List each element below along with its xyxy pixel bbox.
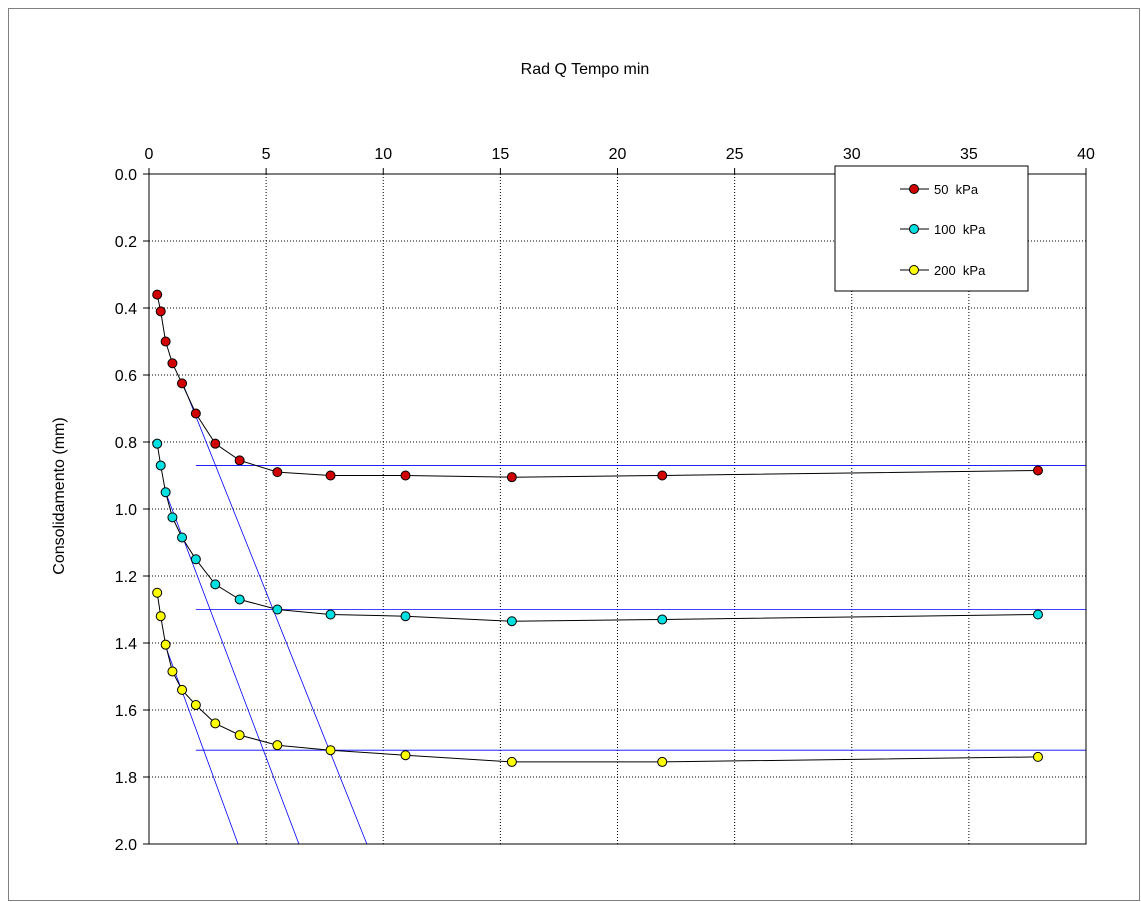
- y-tick-label: 1.2: [115, 569, 137, 586]
- data-point: [234, 594, 245, 605]
- series-line: [156, 443, 1039, 622]
- legend-label: 200 kPa: [934, 263, 986, 278]
- data-point: [152, 289, 163, 300]
- y-tick-label: 0.8: [115, 435, 137, 452]
- y-axis-ticks: 0.0 0.2 0.4 0.6 0.8 1.0 1.2 1.4 1.6 1.8 2.0: [115, 167, 149, 854]
- y-tick-label: 0.0: [115, 167, 137, 184]
- x-tick-label: 15: [491, 146, 509, 163]
- data-point: [167, 358, 178, 369]
- chart-title: Rad Q Tempo min: [521, 61, 650, 78]
- y-axis-label: Consolidamento (mm): [51, 417, 68, 574]
- data-point: [155, 306, 166, 317]
- y-tick-label: 1.0: [115, 502, 137, 519]
- construction-line: [165, 646, 239, 845]
- x-tick-label: 40: [1077, 146, 1095, 163]
- x-tick-label: 30: [843, 146, 861, 163]
- data-point: [1032, 751, 1043, 762]
- legend-marker: [909, 265, 919, 275]
- data-point: [657, 470, 668, 481]
- series-line: [156, 294, 1039, 478]
- series-line: [156, 592, 1039, 763]
- legend-label: 50 kPa: [934, 182, 979, 197]
- data-point: [506, 616, 517, 627]
- data-point: [167, 666, 178, 677]
- data-point: [657, 756, 668, 767]
- y-tick-label: 1.8: [115, 770, 137, 787]
- data-point: [160, 487, 171, 498]
- data-point: [210, 718, 221, 729]
- data-point: [272, 740, 283, 751]
- x-tick-label: 35: [960, 146, 978, 163]
- construction-lines: [165, 381, 1086, 845]
- data-point: [234, 730, 245, 741]
- data-point: [272, 467, 283, 478]
- legend-box: [834, 165, 1029, 292]
- x-tick-label: 0: [145, 146, 154, 163]
- y-tick-label: 0.4: [115, 301, 137, 318]
- data-point: [152, 438, 163, 449]
- legend-marker: [909, 224, 919, 234]
- construction-line: [165, 492, 300, 845]
- y-tick-label: 1.4: [115, 636, 137, 653]
- x-tick-label: 10: [374, 146, 392, 163]
- y-tick-label: 2.0: [115, 837, 137, 854]
- series-layer: [152, 289, 1043, 767]
- data-point: [657, 614, 668, 625]
- data-point: [167, 512, 178, 523]
- data-point: [506, 472, 517, 483]
- data-point: [234, 455, 245, 466]
- data-point: [160, 336, 171, 347]
- data-point: [155, 611, 166, 622]
- x-tick-label: 20: [609, 146, 627, 163]
- data-point: [400, 750, 411, 761]
- data-point: [190, 699, 201, 710]
- data-point: [400, 470, 411, 481]
- data-point: [190, 554, 201, 565]
- x-axis-ticks: 0 5 10 15 20 25 30 35 40: [145, 146, 1095, 174]
- legend-entry: 100 kPa: [900, 222, 986, 237]
- y-tick-label: 0.2: [115, 234, 137, 251]
- data-point: [1032, 465, 1043, 476]
- data-point: [155, 460, 166, 471]
- data-point: [325, 609, 336, 620]
- data-point: [177, 532, 188, 543]
- data-point: [1032, 609, 1043, 620]
- consolidation-chart: Rad Q Tempo min Consolidamento (mm) 0 5 10…: [51, 61, 1095, 854]
- legend-label: 100 kPa: [934, 222, 986, 237]
- data-point: [272, 604, 283, 615]
- y-tick-label: 1.6: [115, 703, 137, 720]
- data-point: [177, 684, 188, 695]
- data-point: [400, 611, 411, 622]
- legend-entry: 50 kPa: [900, 182, 979, 197]
- x-tick-label: 5: [262, 146, 271, 163]
- data-point: [325, 745, 336, 756]
- chart-area: Rad Q Tempo min Consolidamento (mm) 0 5 10…: [8, 8, 1140, 901]
- x-tick-label: 25: [726, 146, 744, 163]
- data-point: [506, 756, 517, 767]
- data-point: [152, 587, 163, 598]
- data-point: [190, 408, 201, 419]
- legend: 50 kPa 100 kPa 200 kPa: [834, 165, 1029, 292]
- data-point: [210, 579, 221, 590]
- data-point: [210, 438, 221, 449]
- legend-marker: [909, 184, 919, 194]
- data-point: [160, 639, 171, 650]
- y-tick-label: 0.6: [115, 368, 137, 385]
- data-point: [177, 378, 188, 389]
- data-point: [325, 470, 336, 481]
- legend-entry: 200 kPa: [900, 263, 986, 278]
